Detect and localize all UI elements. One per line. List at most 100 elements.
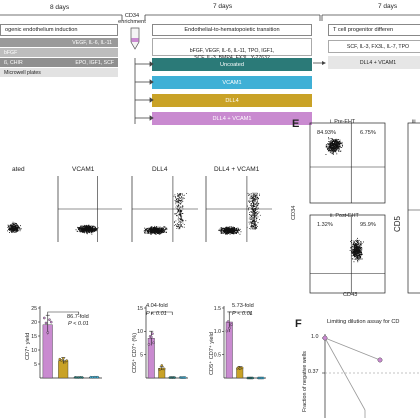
flow-plot-2 <box>57 176 122 242</box>
flow-event <box>253 226 255 228</box>
flow-event <box>332 151 334 153</box>
flow-event <box>333 147 334 149</box>
flow-event <box>223 231 225 233</box>
flow-event <box>256 217 258 219</box>
flow-event <box>153 229 154 231</box>
flow-event <box>152 229 154 230</box>
flow-event <box>359 243 361 245</box>
flow-event <box>255 196 257 197</box>
flow-label-1: ated <box>12 166 25 173</box>
flow-event <box>143 230 145 232</box>
flow-event <box>238 229 240 231</box>
flow-event <box>181 213 183 214</box>
mid-title: Endothelial-to-hematopoietic transition <box>184 27 280 33</box>
flow-event <box>221 232 223 234</box>
flow-event <box>166 228 168 230</box>
flow-event <box>360 255 361 257</box>
flow-event <box>353 246 355 248</box>
bar-chart-2: 15 10 5 <box>137 306 188 379</box>
flow-event <box>252 226 254 228</box>
flow-event <box>238 230 240 231</box>
flow-event <box>155 231 157 233</box>
flow-event <box>247 192 249 194</box>
flow-event <box>333 143 334 145</box>
flow-event <box>258 203 260 204</box>
flow-event <box>257 197 259 199</box>
flow-event <box>93 228 95 230</box>
flow-event <box>144 232 146 234</box>
flow-event <box>155 233 157 234</box>
flow-event <box>181 199 182 201</box>
flow-event <box>88 228 89 230</box>
flow-event <box>257 213 258 214</box>
flow-event <box>86 232 88 234</box>
flow-event <box>252 201 254 203</box>
flow-event <box>160 233 162 235</box>
flow-event <box>354 256 355 257</box>
flow-event <box>331 152 333 154</box>
flow-event <box>256 227 257 228</box>
flow-event <box>332 149 334 151</box>
flow-event <box>254 195 256 196</box>
flow-event <box>360 251 362 253</box>
flow-event <box>14 228 16 229</box>
flow-event <box>76 230 78 232</box>
flow-event <box>336 145 337 147</box>
plot-frame <box>309 122 386 204</box>
flow-event <box>248 209 249 211</box>
flow-event <box>351 240 353 241</box>
flow-event <box>352 242 354 244</box>
flow-event <box>353 240 355 242</box>
flow-event <box>335 148 337 150</box>
flow-event <box>155 230 157 232</box>
flow-event <box>253 203 254 205</box>
flow-event <box>178 201 180 203</box>
flow-event <box>231 230 233 232</box>
flow-event <box>334 148 336 149</box>
flow-event <box>182 195 184 196</box>
flow-event <box>358 252 360 253</box>
flow-event <box>357 242 358 243</box>
flow-event <box>89 227 91 229</box>
flow-event <box>163 226 165 227</box>
flow-event <box>178 226 179 227</box>
flow-event <box>353 253 355 255</box>
flow-event <box>82 230 84 231</box>
flow-event <box>90 227 92 229</box>
flow-event <box>95 228 97 230</box>
flow-event <box>356 255 358 256</box>
flow-event <box>356 248 358 250</box>
right-title: T cell progenitor differen <box>333 27 394 33</box>
flow-event <box>13 226 14 227</box>
flow-event <box>248 218 250 220</box>
flow-event <box>178 225 179 227</box>
flow-event <box>147 231 149 233</box>
flow-event <box>357 258 359 259</box>
flow-event <box>254 219 256 221</box>
y-tick-label: 0.5 <box>214 352 221 358</box>
flow-event <box>255 193 257 195</box>
flow-event <box>178 210 179 212</box>
flow-event <box>336 147 338 149</box>
e-xlabel: CD43 <box>343 292 358 298</box>
flow-event <box>93 225 95 227</box>
flow-event <box>327 150 329 152</box>
flow-event <box>333 147 335 149</box>
flow-event <box>255 213 257 214</box>
flow-event <box>331 143 333 145</box>
flow-event <box>250 200 252 202</box>
flow-event <box>256 194 258 196</box>
flow-event <box>15 223 17 224</box>
flow-event <box>226 230 228 231</box>
flow-event <box>89 228 91 230</box>
flow-event <box>355 243 356 245</box>
flow-event <box>180 225 182 226</box>
flow-event <box>8 228 9 230</box>
flow-event <box>87 229 88 231</box>
flow-event <box>157 229 159 231</box>
transition-arrow <box>313 61 326 65</box>
flow-event <box>257 204 259 206</box>
flow-event <box>179 203 181 204</box>
flow-event <box>253 201 255 203</box>
flow-event <box>181 206 183 208</box>
